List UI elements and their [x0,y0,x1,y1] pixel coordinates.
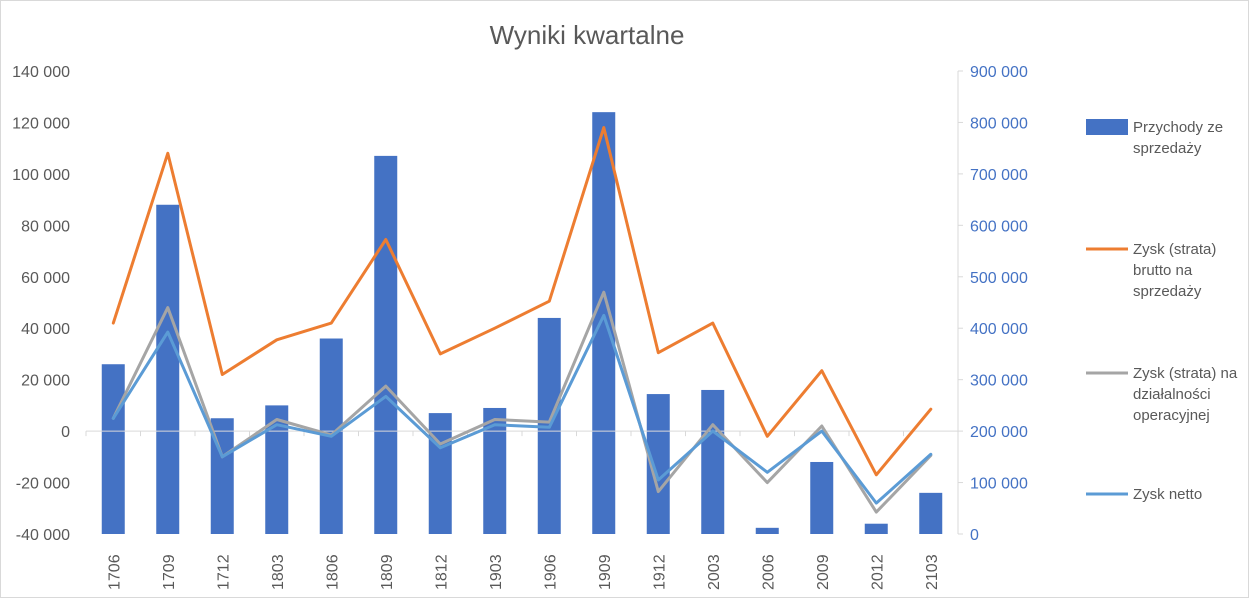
bar-1912 [646,394,670,534]
left-tick-label: 120 000 [12,115,70,132]
left-tick-label: 0 [61,424,70,441]
legend-label-3: Zysk (strata) na działalności operacyjnej [1133,365,1238,424]
left-tick-label: 60 000 [21,270,70,287]
left-tick-label: 40 000 [21,321,70,338]
left-tick-label: 20 000 [21,373,70,390]
left-tick-label: 140 000 [12,64,70,81]
tick-labels: -40 000 -20 000 0 20 000 40 000 60 000 80 000 1… [12,64,1028,590]
bar-2006 [755,527,779,534]
x-tick-label: 1712 [215,554,232,590]
bar-1903 [483,407,507,534]
x-tick-label: 1709 [161,554,178,590]
x-tick-label: 2012 [869,554,886,590]
left-tick-label: -40 000 [16,527,70,544]
left-tick-label: -20 000 [16,476,70,493]
line-series-2 [111,290,933,514]
legend-label-2: Zysk (strata) brutto na sprzedaży [1133,241,1216,300]
legend-label-4: Zysk netto [1133,486,1202,503]
right-tick-label: 100 000 [970,476,1028,493]
x-tick-label: 1812 [433,554,450,590]
line-series [111,126,933,514]
bar-series [101,112,943,535]
bar-1909 [592,112,616,535]
x-tick-label: 1906 [542,554,559,590]
right-tick-label: 300 000 [970,373,1028,390]
x-tick-label: 1706 [106,554,123,590]
line-series-1 [111,126,933,477]
right-tick-label: 900 000 [970,64,1028,81]
right-tick-label: 500 000 [970,270,1028,287]
x-tick-label: 1912 [651,554,668,590]
left-tick-label: 100 000 [12,167,70,184]
bar-1706 [101,364,125,534]
bar-2012 [864,523,888,534]
x-tick-label: 1809 [379,554,396,590]
x-tick-label: 1903 [488,554,505,590]
legend-label-1: Przychody ze sprzedaży [1133,119,1223,157]
line-series-3 [111,313,933,505]
x-tick-label: 1806 [324,554,341,590]
x-tick-label: 1909 [597,554,614,590]
right-tick-label: 400 000 [970,321,1028,338]
chart-title: Wyniki kwartalne [490,20,685,50]
bar-2009 [810,461,834,534]
bar-1709 [156,204,180,534]
right-tick-label: 200 000 [970,424,1028,441]
bar-1803 [265,405,289,534]
legend: Przychody ze sprzedaży Zysk (strata) brutto… [1086,119,1238,503]
legend-key-1 [1086,119,1128,135]
left-tick-label: 80 000 [21,218,70,235]
bar-2103 [919,492,943,534]
right-tick-label: 700 000 [970,167,1028,184]
right-tick-label: 800 000 [970,115,1028,132]
x-tick-label: 1803 [270,554,287,590]
x-tick-label: 2003 [706,554,723,590]
right-tick-label: 0 [970,527,979,544]
x-tick-label: 2103 [924,554,941,590]
x-tick-label: 2009 [815,554,832,590]
bar-1809 [374,155,398,534]
right-tick-label: 600 000 [970,218,1028,235]
bar-2003 [701,389,725,534]
x-tick-label: 2006 [760,554,777,590]
